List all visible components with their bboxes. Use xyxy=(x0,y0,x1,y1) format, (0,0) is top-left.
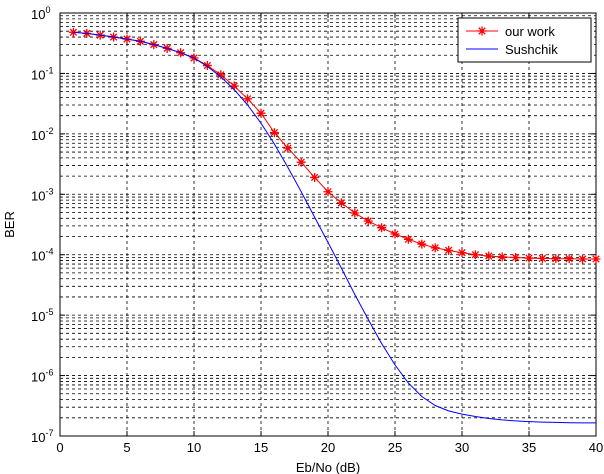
series-line-our-work xyxy=(73,31,596,260)
data-point xyxy=(524,253,534,263)
data-point xyxy=(551,254,561,264)
x-tick-label: 0 xyxy=(56,440,63,455)
data-point xyxy=(511,252,521,262)
y-tick-label: 10-6 xyxy=(31,368,53,385)
legend: our work Sushchik xyxy=(457,17,592,63)
data-point xyxy=(484,251,494,261)
y-tick-label: 100 xyxy=(31,5,50,22)
data-point xyxy=(310,172,320,182)
data-point xyxy=(430,243,440,253)
y-tick-label: 10-5 xyxy=(31,307,53,324)
data-point xyxy=(564,254,574,264)
data-point xyxy=(269,128,279,138)
data-point xyxy=(323,187,333,197)
data-point xyxy=(470,250,480,260)
data-point xyxy=(296,157,306,167)
y-tick-label: 10-7 xyxy=(31,428,53,445)
data-point xyxy=(390,229,400,239)
data-point xyxy=(350,208,360,218)
data-point xyxy=(578,254,588,264)
data-point xyxy=(377,223,387,233)
data-point xyxy=(444,245,454,255)
x-axis-label: Eb/No (dB) xyxy=(296,460,360,474)
series-line-sushchik xyxy=(73,31,596,424)
x-tick-label: 15 xyxy=(254,440,268,455)
legend-box xyxy=(457,17,592,63)
axis-ticks: 0 5 10 15 20 25 30 35 40 100 10-1 10-2 10-3 10-4 10-5 1… xyxy=(31,5,603,455)
legend-marker xyxy=(477,26,487,36)
grid xyxy=(60,13,596,436)
data-point xyxy=(283,143,293,153)
y-axis-label: BER xyxy=(2,211,17,238)
data-point xyxy=(229,81,239,91)
data-point xyxy=(363,216,373,226)
x-tick-label: 10 xyxy=(187,440,201,455)
x-tick-label: 40 xyxy=(589,440,603,455)
data-point xyxy=(202,61,212,71)
y-tick-label: 10-3 xyxy=(31,186,53,203)
data-point xyxy=(243,94,253,104)
data-point xyxy=(336,198,346,208)
data-point xyxy=(457,248,467,258)
data-point xyxy=(256,108,266,118)
data-point xyxy=(417,239,427,249)
x-tick-label: 30 xyxy=(455,440,469,455)
series-layer xyxy=(68,27,601,424)
data-point xyxy=(68,27,78,37)
legend-label: our work xyxy=(505,24,555,39)
x-tick-label: 5 xyxy=(123,440,130,455)
data-point xyxy=(497,252,507,262)
x-tick-label: 35 xyxy=(522,440,536,455)
y-tick-label: 10-4 xyxy=(31,247,53,264)
legend-label: Sushchik xyxy=(505,42,558,57)
x-tick-label: 25 xyxy=(388,440,402,455)
x-tick-label: 20 xyxy=(321,440,335,455)
y-tick-label: 10-2 xyxy=(31,126,53,143)
y-tick-label: 10-1 xyxy=(31,65,53,82)
data-point xyxy=(216,70,226,80)
data-point xyxy=(537,253,547,263)
data-point xyxy=(591,254,601,264)
data-point xyxy=(403,234,413,244)
